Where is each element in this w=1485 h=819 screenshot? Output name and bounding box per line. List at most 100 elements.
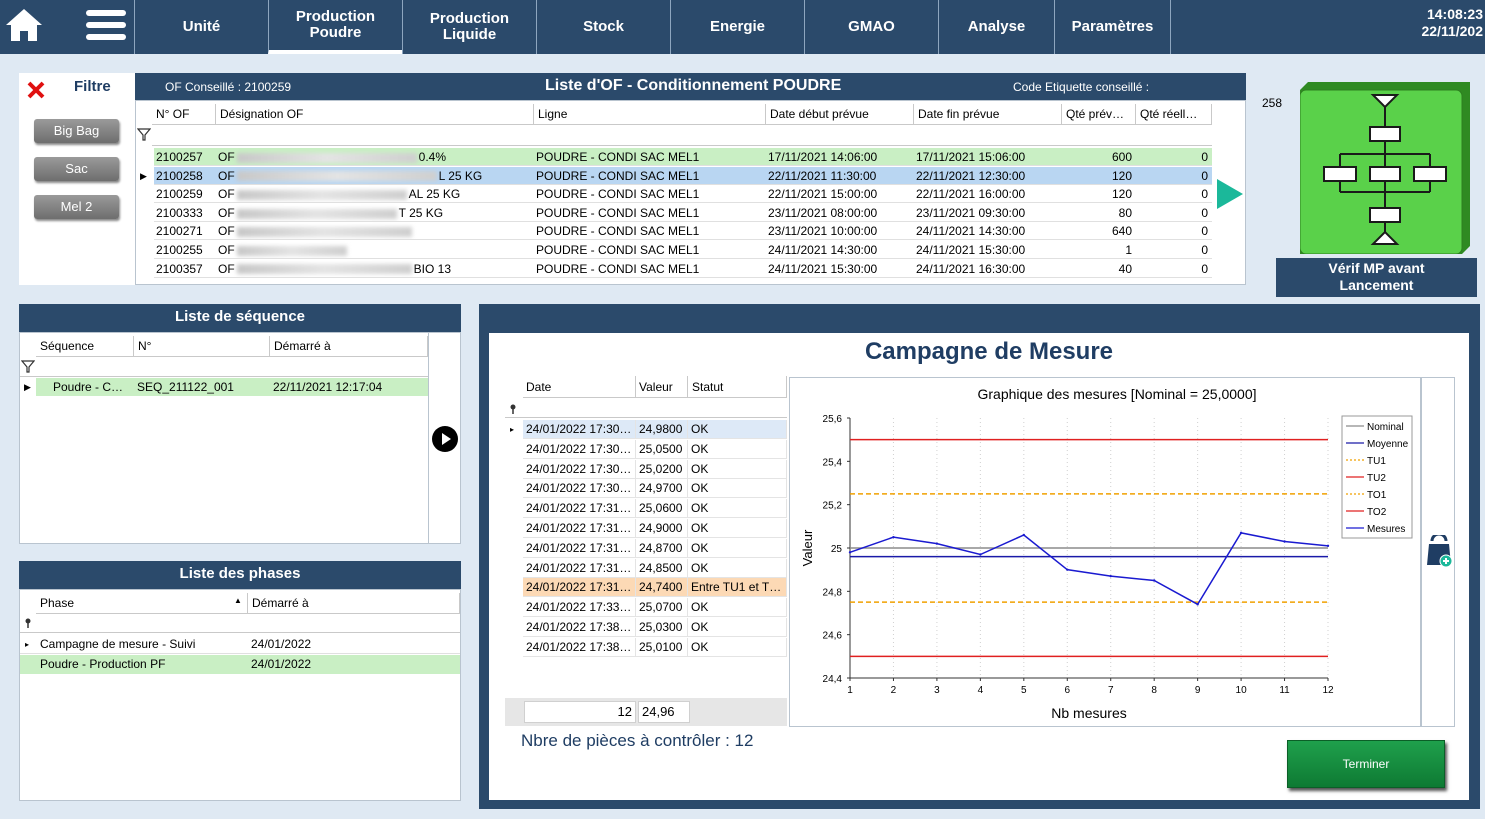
col-header-phase-demarre[interactable]: Démarré à — [248, 593, 460, 614]
filter-row[interactable] — [152, 126, 1212, 146]
col-header-date[interactable]: Date — [523, 376, 636, 398]
status-cell: OK — [688, 479, 787, 499]
ligne-cell: POUDRE - CONDI SAC MEL1 — [534, 185, 766, 204]
col-header-sequence[interactable]: Séquence — [36, 336, 134, 357]
expand-icon[interactable]: ▸ — [25, 640, 30, 649]
x-tick-label: 9 — [1195, 685, 1201, 696]
table-row[interactable]: 2100333 OF T 25 KG POUDRE - CONDI SAC MEL1 2… — [154, 204, 1212, 222]
terminer-button[interactable]: Terminer — [1287, 740, 1445, 788]
col-header-of[interactable]: N° OF — [152, 104, 216, 125]
filter-row[interactable] — [505, 398, 787, 418]
col-header-date-debut[interactable]: Date début prévue — [766, 104, 914, 125]
phases-grid: Phase ▲ Démarré à ▸ Campagne de mesure -… — [19, 589, 461, 801]
table-row[interactable]: 24/01/2022 17:30… 24,9700 OK — [505, 479, 787, 499]
designation-suffix: 0.4% — [418, 150, 447, 164]
nav-tab[interactable]: Unité — [134, 0, 268, 54]
col-header-valeur[interactable]: Valeur — [636, 376, 688, 398]
col-header-qte-reel[interactable]: Qté réell… — [1136, 104, 1212, 125]
table-row[interactable]: 24/01/2022 17:31… 24,7400 Entre TU1 et T… — [505, 578, 787, 598]
sequence-grid: Séquence N° Démarré à ▶ Poudre - C… SEQ_… — [19, 332, 461, 544]
redacted-text — [236, 208, 397, 219]
table-row[interactable]: ▸ Campagne de mesure - Suivi 24/01/2022 — [20, 635, 460, 654]
col-header-date-fin[interactable]: Date fin prévue — [914, 104, 1062, 125]
phase-start-cell: 24/01/2022 — [251, 657, 312, 671]
filter-row[interactable] — [20, 614, 460, 633]
table-row[interactable]: 24/01/2022 17:38… 25,0100 OK — [505, 637, 787, 657]
verif-mp-button[interactable] — [1300, 82, 1470, 254]
table-row[interactable]: 24/01/2022 17:31… 24,8500 OK — [505, 558, 787, 578]
of-list-header: OF Conseillé : 2100259 Liste d'OF - Cond… — [135, 73, 1246, 100]
data-point — [1283, 540, 1286, 543]
filter-row[interactable] — [20, 357, 428, 377]
status-cell: OK — [688, 420, 787, 439]
verif-mp-label[interactable]: Vérif MP avant Lancement — [1276, 258, 1477, 297]
col-header-designation[interactable]: Désignation OF — [216, 104, 534, 125]
filter-icon[interactable] — [137, 127, 151, 141]
qte-prev-cell: 600 — [1062, 148, 1136, 166]
add-weight-icon[interactable] — [1425, 535, 1453, 569]
nav-tab[interactable]: Production Liquide — [402, 0, 536, 54]
filter-sac-button[interactable]: Sac — [34, 157, 119, 181]
table-row[interactable]: 24/01/2022 17:31… 24,8700 OK — [505, 538, 787, 558]
table-row[interactable]: Poudre - Production PF 24/01/2022 — [20, 655, 460, 674]
y-tick-label: 25,2 — [823, 501, 843, 512]
close-filter-icon[interactable] — [25, 79, 47, 101]
col-header-ligne[interactable]: Ligne — [534, 104, 766, 125]
table-row[interactable]: 24/01/2022 17:31… 24,9000 OK — [505, 519, 787, 538]
table-row[interactable]: 2100259 OF AL 25 KG POUDRE - CONDI SAC MEL1… — [154, 185, 1212, 204]
data-point — [979, 553, 982, 556]
col-header-demarre[interactable]: Démarré à — [270, 336, 428, 357]
nav-tab[interactable]: Paramètres — [1054, 0, 1170, 54]
status-cell: OK — [688, 618, 787, 637]
nav-tab[interactable]: Stock — [536, 0, 670, 54]
val-cell: 25,0700 — [636, 598, 688, 618]
launch-arrow-icon[interactable] — [1217, 179, 1243, 209]
filter-mel2-button[interactable]: Mel 2 — [34, 195, 119, 219]
pin-icon[interactable] — [508, 403, 518, 415]
nav-tab[interactable]: Production Poudre — [268, 0, 402, 54]
col-header-phase[interactable]: Phase — [36, 593, 248, 614]
qte-reel-cell: 0 — [1136, 148, 1212, 166]
table-row[interactable]: 24/01/2022 17:38… 25,0300 OK — [505, 618, 787, 637]
chart-side-panel — [1421, 377, 1455, 727]
table-row[interactable]: 24/01/2022 17:30… 25,0500 OK — [505, 439, 787, 459]
nav-tab[interactable]: Analyse — [938, 0, 1054, 54]
date-cell: 24/01/2022 17:30… — [523, 420, 636, 439]
qte-prev-cell: 80 — [1062, 204, 1136, 222]
filter-big-bag-button[interactable]: Big Bag — [34, 119, 119, 143]
table-row[interactable]: ▸ 24/01/2022 17:30… 24,9800 OK — [505, 420, 787, 439]
table-row[interactable]: 24/01/2022 17:30… 25,0200 OK — [505, 459, 787, 479]
phase-cell: Campagne de mesure - Suivi — [40, 637, 196, 651]
series-mesures-line — [849, 531, 1329, 606]
col-header-qte-prev[interactable]: Qté prév… — [1062, 104, 1136, 125]
menu-button[interactable] — [82, 3, 130, 47]
table-row[interactable]: ▶ 2100258 OF L 25 KG POUDRE - CONDI SAC MEL1… — [140, 166, 1212, 185]
table-row[interactable]: 2100257 OF 0.4% POUDRE - CONDI SAC MEL1 17/1… — [154, 148, 1212, 166]
nav-tab[interactable]: Energie — [670, 0, 804, 54]
play-icon[interactable] — [432, 426, 458, 452]
ligne-cell: POUDRE - CONDI SAC MEL1 — [534, 241, 766, 259]
col-header-numero[interactable]: N° — [134, 336, 270, 357]
designation-prefix: OF — [218, 150, 235, 164]
nav-tab[interactable]: GMAO — [804, 0, 938, 54]
table-row[interactable]: ▶ Poudre - C… SEQ_211122_001 22/11/2021 … — [20, 378, 428, 396]
table-row[interactable]: 24/01/2022 17:31… 25,0600 OK — [505, 499, 787, 519]
of-cell: 2100258 — [154, 167, 216, 185]
home-button[interactable] — [2, 3, 46, 47]
redacted-text — [236, 190, 407, 201]
table-row[interactable]: 2100357 OF BIO 13 POUDRE - CONDI SAC MEL1 24… — [154, 260, 1212, 278]
phases-title: Liste des phases — [19, 561, 461, 589]
status-cell: OK — [688, 499, 787, 519]
ligne-cell: POUDRE - CONDI SAC MEL1 — [534, 204, 766, 222]
flowchart-icon — [1323, 94, 1447, 245]
debut-cell: 23/11/2021 08:00:00 — [766, 204, 914, 222]
designation-suffix: BIO 13 — [413, 261, 452, 276]
table-row[interactable]: 24/01/2022 17:33… 25,0700 OK — [505, 598, 787, 618]
pin-icon[interactable] — [23, 617, 33, 629]
table-row[interactable]: 2100271 OF POUDRE - CONDI SAC MEL1 23/11/20… — [154, 222, 1212, 241]
col-header-statut[interactable]: Statut — [688, 376, 787, 398]
table-row[interactable]: 2100255 OF POUDRE - CONDI SAC MEL1 24/11/20… — [154, 241, 1212, 259]
debut-cell: 24/11/2021 15:30:00 — [766, 260, 914, 278]
filter-icon[interactable] — [21, 359, 35, 373]
ligne-cell: POUDRE - CONDI SAC MEL1 — [534, 148, 766, 166]
